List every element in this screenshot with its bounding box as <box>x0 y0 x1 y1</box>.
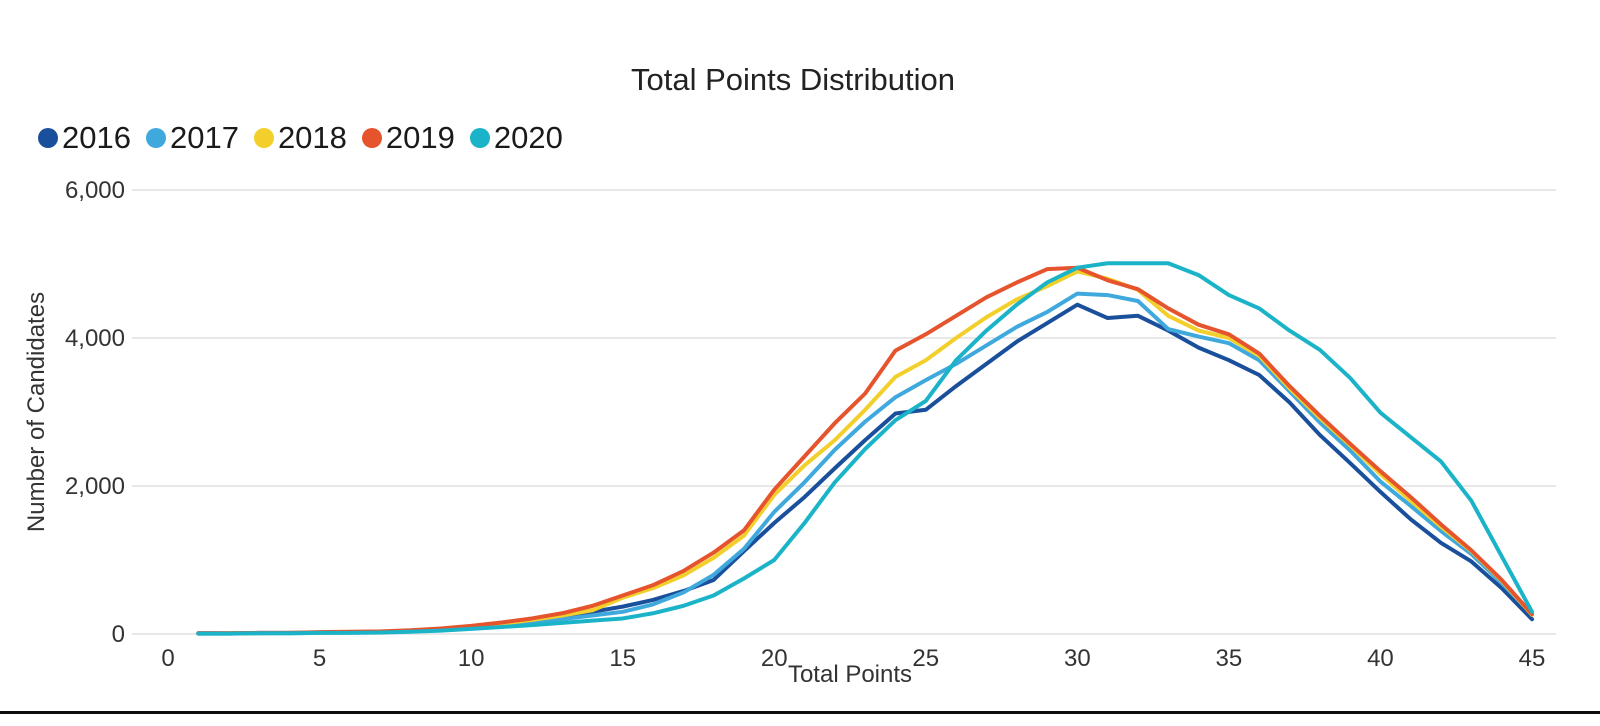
legend-item-2017[interactable]: 2017 <box>145 120 239 155</box>
legend-marker-icon <box>361 127 382 148</box>
y-tick-label: 2,000 <box>65 473 125 500</box>
x-tick-label: 25 <box>912 645 939 672</box>
legend-marker-icon <box>469 127 490 148</box>
legend-marker-icon <box>38 127 58 148</box>
legend-marker-icon <box>145 127 166 148</box>
series-line-2017 <box>196 291 1534 636</box>
x-axis-title: Total Points <box>788 661 912 688</box>
x-tick-label: 15 <box>609 645 636 672</box>
x-tick-label: 10 <box>458 645 485 672</box>
x-tick-label: 30 <box>1064 645 1091 672</box>
window-bottom-edge <box>0 711 1600 714</box>
x-tick-label: 35 <box>1216 645 1243 672</box>
series-line-2020 <box>196 261 1534 636</box>
chart-title: Total Points Distribution <box>631 62 955 97</box>
legend-label: 2016 <box>62 120 131 155</box>
legend-label: 2019 <box>385 120 455 155</box>
y-axis-title: Number of Candidates <box>23 292 50 532</box>
legend-marker-icon <box>253 127 274 148</box>
legend-label: 2018 <box>277 120 347 155</box>
y-tick-label: 4,000 <box>65 325 125 352</box>
x-tick-label: 0 <box>161 645 174 672</box>
y-tick-label: 6,000 <box>65 177 125 204</box>
x-tick-label: 5 <box>313 645 326 672</box>
y-tick-label: 0 <box>112 621 125 648</box>
legend-item-2019[interactable]: 2019 <box>361 120 455 155</box>
legend-label: 2020 <box>493 120 563 155</box>
series-line-2018 <box>196 269 1534 636</box>
legend: 2016 2017 2018 2019 2020 <box>38 122 563 153</box>
legend-item-2020[interactable]: 2020 <box>469 120 563 155</box>
x-tick-label: 45 <box>1519 645 1546 672</box>
legend-label: 2017 <box>169 120 239 155</box>
x-tick-label: 20 <box>761 645 788 672</box>
series-line-2016 <box>196 302 1534 636</box>
legend-item-2016[interactable]: 2016 <box>38 122 131 153</box>
legend-item-2018[interactable]: 2018 <box>253 120 347 155</box>
x-tick-label: 40 <box>1367 645 1394 672</box>
